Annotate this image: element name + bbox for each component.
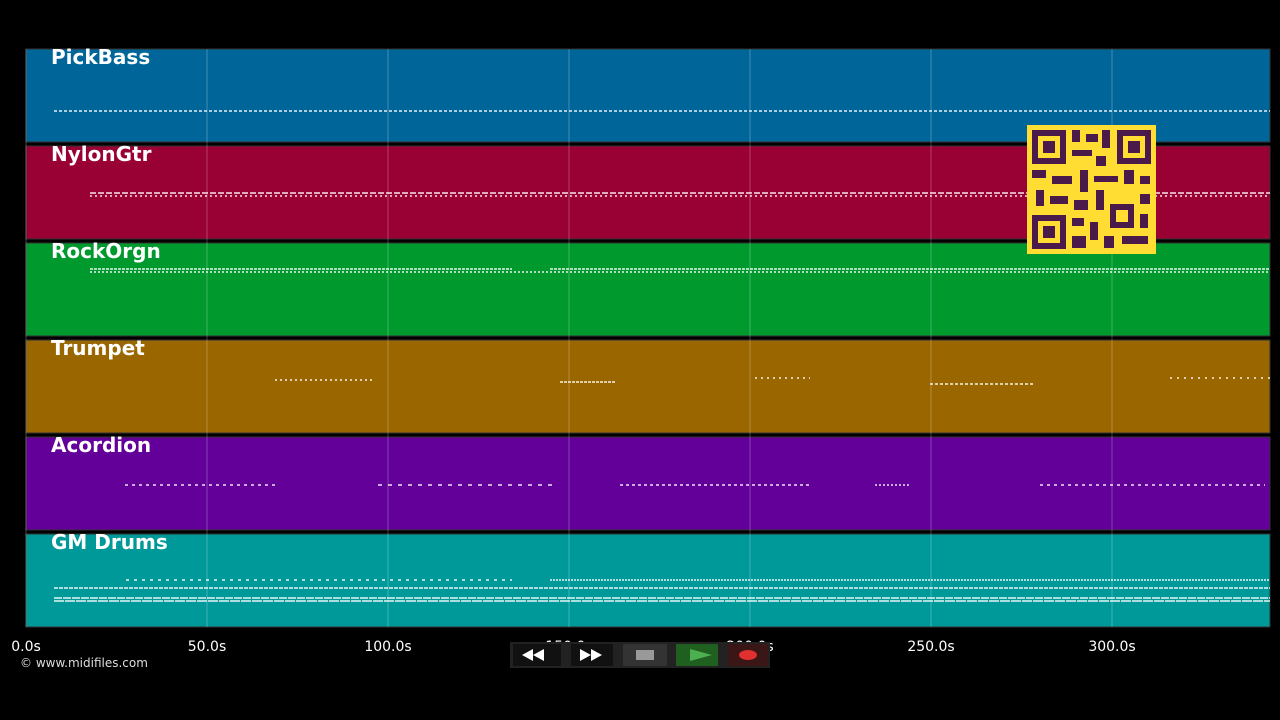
notes	[54, 110, 1270, 602]
track-name: PickBass	[51, 45, 150, 69]
track-lane	[25, 339, 1271, 434]
record-button[interactable]	[728, 644, 768, 666]
copyright: © www.midifiles.com	[20, 656, 148, 670]
stop-button[interactable]	[623, 644, 667, 666]
track-name: RockOrgn	[51, 239, 161, 263]
track-labels: PickBass NylonGtr RockOrgn Trumpet Acordion G…	[51, 45, 168, 554]
grid	[25, 49, 1113, 627]
track-lane	[25, 436, 1271, 531]
rewind-button[interactable]	[513, 644, 561, 666]
track-name: Acordion	[51, 433, 151, 457]
track-lane	[25, 242, 1271, 337]
time-tick-label: 50.0s	[188, 639, 226, 655]
track-name: Trumpet	[51, 336, 145, 360]
forward-button[interactable]	[571, 644, 613, 666]
time-tick-label: 0.0s	[11, 639, 41, 655]
time-tick-label: 100.0s	[364, 639, 411, 655]
time-tick-label: 250.0s	[907, 639, 954, 655]
play-button[interactable]	[676, 644, 718, 666]
track-name: GM Drums	[51, 530, 168, 554]
track-name: NylonGtr	[51, 142, 152, 166]
time-tick-label: 300.0s	[1088, 639, 1135, 655]
qr-code	[1027, 125, 1156, 254]
transport-controls	[510, 642, 770, 668]
